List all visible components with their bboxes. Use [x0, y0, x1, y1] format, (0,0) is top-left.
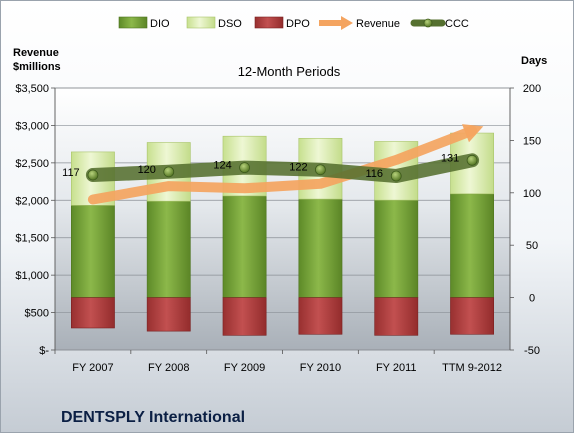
legend-label-dpo: DPO — [286, 18, 310, 30]
ccc-data-label: 120 — [138, 164, 156, 176]
ccc-line — [85, 153, 480, 183]
right-axis: -50 0 50 100 150 200 — [509, 83, 541, 357]
ccc-marker — [163, 166, 175, 178]
ccc-marker — [315, 164, 326, 176]
chart-title: DENTSPLY International — [61, 409, 245, 426]
ccc-marker — [239, 162, 250, 174]
bar-dpo — [374, 297, 419, 336]
left-axis-title-line2: $millions — [13, 61, 61, 73]
left-axis: $- $500 $1,000 $1,500 $2,000 $2,500 $3,000 $3,5… — [15, 83, 56, 357]
left-tick-label: $- — [39, 345, 49, 357]
x-tick-label: FY 2011 — [376, 362, 417, 374]
left-tick-label: $2,500 — [15, 158, 49, 170]
bar-dio — [450, 193, 494, 298]
ccc-marker — [87, 169, 99, 181]
lines-layer: 117 120 124 122 116 131 — [62, 124, 484, 205]
bar-dpo — [71, 297, 115, 329]
right-tick-label: 150 — [523, 135, 541, 147]
legend-marker-ccc — [423, 18, 433, 28]
bar-dio — [222, 195, 267, 298]
legend-label-dso: DSO — [218, 18, 242, 30]
bar-dio — [298, 198, 343, 298]
legend: DIO DSO DPO Revenue CCC — [118, 16, 469, 30]
legend-swatch-dpo — [254, 16, 284, 29]
left-axis-title-line1: Revenue — [13, 47, 59, 59]
legend-label-dio: DIO — [150, 18, 170, 30]
bar-dpo — [222, 297, 267, 336]
revenue-arrowhead — [462, 124, 484, 143]
bar-dio — [374, 199, 419, 298]
ccc-data-label: 117 — [62, 167, 80, 179]
legend-label-ccc: CCC — [445, 18, 469, 30]
left-tick-label: $1,000 — [15, 270, 49, 282]
ccc-data-label: 116 — [365, 168, 383, 180]
chart-subtitle: 12-Month Periods — [238, 64, 341, 79]
x-tick-label: FY 2009 — [224, 362, 265, 374]
plot-area — [54, 87, 511, 351]
ccc-data-label: 124 — [213, 160, 231, 172]
bar-dpo — [450, 297, 494, 335]
right-tick-label: 0 — [529, 293, 535, 305]
right-tick-label: 200 — [523, 83, 541, 95]
right-tick-label: 100 — [523, 188, 541, 200]
ccc-data-label: 131 — [441, 152, 459, 164]
left-tick-label: $2,000 — [15, 195, 49, 207]
legend-swatch-dio — [118, 16, 148, 29]
x-tick-label: TTM 9-2012 — [442, 362, 502, 374]
bar-dio — [146, 200, 191, 298]
left-tick-label: $1,500 — [15, 233, 49, 245]
revenue-line — [87, 125, 478, 205]
right-tick-label: 50 — [526, 240, 538, 252]
left-tick-label: $3,500 — [15, 83, 49, 95]
legend-arrowhead-revenue — [341, 16, 353, 30]
x-tick-label: FY 2007 — [72, 362, 113, 374]
bar-dpo — [146, 297, 191, 332]
right-tick-label: -50 — [524, 345, 540, 357]
x-tick-label: FY 2008 — [148, 362, 189, 374]
legend-swatch-dso — [186, 16, 216, 29]
right-axis-title: Days — [521, 55, 547, 67]
left-tick-label: $3,000 — [15, 120, 49, 132]
bar-dpo — [298, 297, 343, 335]
left-tick-label: $500 — [25, 308, 49, 320]
bar-dio — [71, 205, 115, 298]
legend-label-revenue: Revenue — [356, 18, 400, 30]
ccc-marker — [466, 154, 478, 166]
ccc-marker — [390, 170, 402, 182]
x-axis: FY 2007 FY 2008 FY 2009 FY 2010 FY 2011 TTM 9… — [54, 350, 502, 374]
ccc-data-label: 122 — [289, 162, 307, 174]
x-tick-label: FY 2010 — [300, 362, 341, 374]
